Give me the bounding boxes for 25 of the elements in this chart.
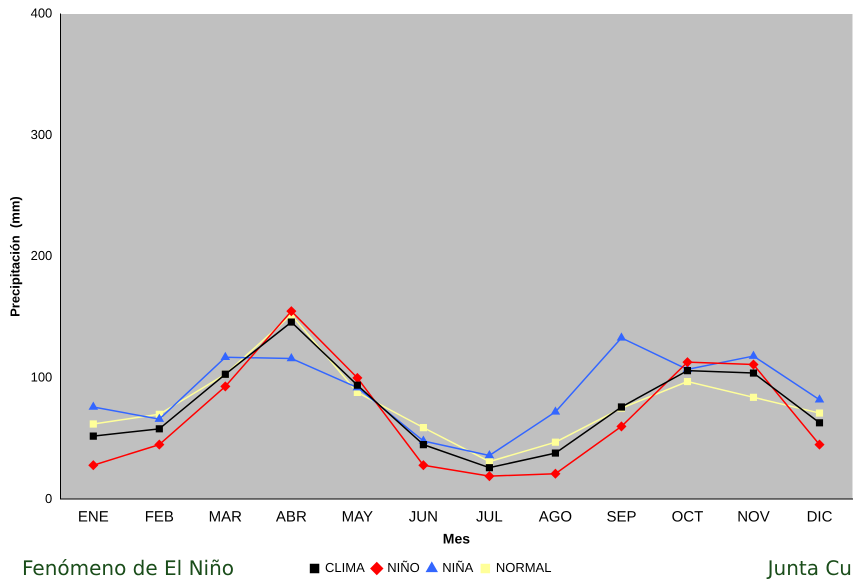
y-tick-label: 100 [30,369,52,384]
legend-label: NORMAL [496,560,552,576]
y-tick-label: 400 [30,6,52,21]
y-axis-title: Precipitación (mm) [7,196,22,317]
y-tick-label: 0 [45,490,52,506]
x-tick-label: FEB [144,508,174,526]
x-tick-label: SEP [606,508,636,526]
x-tick-label: MAY [342,508,374,526]
legend-label: CLIMA [325,560,366,576]
x-tick-label: ENE [78,508,109,526]
y-tick-label: 200 [30,248,52,264]
x-tick-label: MAR [208,508,242,526]
text: Fenómeno de El Niño [22,556,234,580]
text: Junta Cu [766,556,852,580]
x-tick-label: JUN [408,508,438,526]
x-tick-label: OCT [672,508,704,526]
x-tick-label: ABR [276,508,307,526]
x-tick-label: JUL [476,508,503,526]
legend-label: NIÑO [387,560,420,576]
x-tick-label: NOV [737,508,770,526]
y-tick-label: 300 [30,126,52,142]
x-tick-label: DIC [806,508,833,526]
legend-label: NIÑA [442,560,474,576]
x-tick-label: AGO [538,508,572,526]
x-axis-title: Mes [442,530,470,546]
